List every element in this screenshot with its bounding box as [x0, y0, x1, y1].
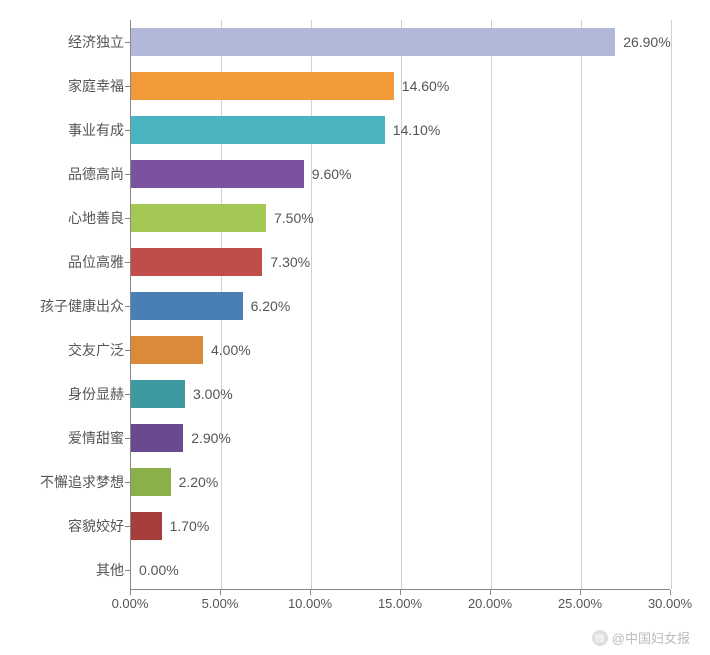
category-label: 孩子健康出众 — [4, 292, 124, 320]
bar-row: 7.50% — [131, 204, 314, 232]
x-tick — [400, 590, 401, 595]
y-tick — [125, 570, 130, 571]
category-label: 不懈追求梦想 — [4, 468, 124, 496]
value-label: 9.60% — [312, 166, 352, 182]
value-label: 26.90% — [623, 34, 670, 50]
value-label: 3.00% — [193, 386, 233, 402]
bar-row: 4.00% — [131, 336, 251, 364]
bar — [131, 160, 304, 188]
y-tick — [125, 482, 130, 483]
value-label: 2.20% — [179, 474, 219, 490]
bar — [131, 28, 615, 56]
x-axis-label: 5.00% — [202, 596, 239, 611]
category-label: 容貌姣好 — [4, 512, 124, 540]
bar-row: 14.60% — [131, 72, 449, 100]
plot-area: 26.90% 14.60% 14.10% 9.60% 7.50% 7.30% 6.20% 4.… — [130, 20, 670, 590]
value-label: 1.70% — [170, 518, 210, 534]
x-tick — [670, 590, 671, 595]
value-label: 4.00% — [211, 342, 251, 358]
value-label: 0.00% — [139, 562, 179, 578]
bar — [131, 380, 185, 408]
y-tick — [125, 350, 130, 351]
bar-row: 1.70% — [131, 512, 209, 540]
x-tick — [130, 590, 131, 595]
bar — [131, 292, 243, 320]
x-tick — [220, 590, 221, 595]
y-tick — [125, 526, 130, 527]
y-tick — [125, 262, 130, 263]
y-tick — [125, 42, 130, 43]
category-label: 其他 — [4, 556, 124, 584]
y-tick — [125, 438, 130, 439]
category-label: 事业有成 — [4, 116, 124, 144]
x-axis-label: 0.00% — [112, 596, 149, 611]
watermark-text: @中国妇女报 — [612, 628, 690, 647]
x-tick — [490, 590, 491, 595]
y-tick — [125, 86, 130, 87]
x-tick — [310, 590, 311, 595]
category-label: 家庭幸福 — [4, 72, 124, 100]
category-label: 品位高雅 — [4, 248, 124, 276]
x-axis-label: 20.00% — [468, 596, 512, 611]
weibo-icon: 微 — [592, 630, 608, 646]
bar — [131, 336, 203, 364]
bar-row: 7.30% — [131, 248, 310, 276]
bar — [131, 468, 171, 496]
category-label: 身份显赫 — [4, 380, 124, 408]
category-label: 品德高尚 — [4, 160, 124, 188]
y-tick — [125, 174, 130, 175]
x-axis-label: 25.00% — [558, 596, 602, 611]
bar — [131, 248, 262, 276]
x-axis-label: 30.00% — [648, 596, 692, 611]
bar-row: 9.60% — [131, 160, 352, 188]
value-label: 14.60% — [402, 78, 449, 94]
bar — [131, 116, 385, 144]
category-label: 心地善良 — [4, 204, 124, 232]
value-label: 7.30% — [270, 254, 310, 270]
watermark: 微 @中国妇女报 — [592, 628, 690, 647]
category-label: 交友广泛 — [4, 336, 124, 364]
bar-chart: 26.90% 14.60% 14.10% 9.60% 7.50% 7.30% 6.20% 4.… — [0, 0, 710, 655]
value-label: 7.50% — [274, 210, 314, 226]
grid-line — [401, 20, 402, 589]
y-tick — [125, 306, 130, 307]
bar-row: 14.10% — [131, 116, 440, 144]
grid-line — [581, 20, 582, 589]
grid-line — [671, 20, 672, 589]
value-label: 2.90% — [191, 430, 231, 446]
y-tick — [125, 130, 130, 131]
y-tick — [125, 394, 130, 395]
category-label: 经济独立 — [4, 28, 124, 56]
x-tick — [580, 590, 581, 595]
value-label: 6.20% — [251, 298, 291, 314]
bar — [131, 204, 266, 232]
bar-row: 26.90% — [131, 28, 671, 56]
x-axis-label: 15.00% — [378, 596, 422, 611]
x-axis-label: 10.00% — [288, 596, 332, 611]
value-label: 14.10% — [393, 122, 440, 138]
bar — [131, 424, 183, 452]
bar — [131, 512, 162, 540]
grid-line — [311, 20, 312, 589]
bar-row: 3.00% — [131, 380, 233, 408]
bar-row: 0.00% — [131, 556, 179, 584]
bar-row: 2.90% — [131, 424, 231, 452]
bar-row: 2.20% — [131, 468, 218, 496]
y-tick — [125, 218, 130, 219]
bar — [131, 72, 394, 100]
grid-line — [491, 20, 492, 589]
category-label: 爱情甜蜜 — [4, 424, 124, 452]
bar-row: 6.20% — [131, 292, 290, 320]
